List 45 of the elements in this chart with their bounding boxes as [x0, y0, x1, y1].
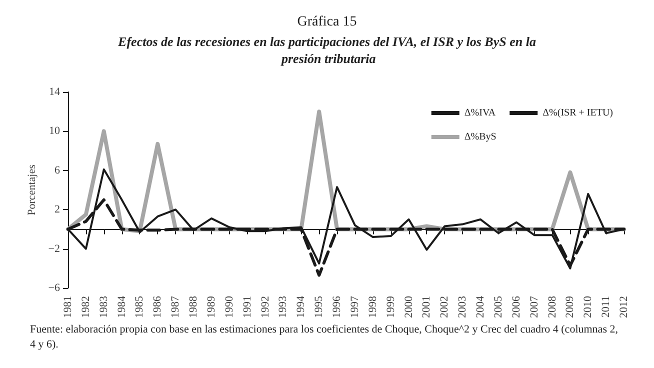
x-tick-label: 1999: [384, 296, 397, 318]
y-tick-label: 2: [54, 204, 60, 216]
x-tick-label: 2010: [582, 296, 594, 318]
x-tick-label: 1984: [116, 296, 128, 318]
x-tick-label: 1982: [80, 296, 92, 318]
chart-title: Gráfica 15: [297, 14, 357, 30]
x-tick-label: 2008: [546, 296, 558, 318]
legend-label: Δ%ByS: [464, 132, 496, 142]
x-tick-label: 1995: [313, 296, 326, 318]
y-tick-label: 6: [54, 164, 60, 176]
x-tick-label: 2005: [492, 296, 504, 318]
x-tick-label: 2001: [420, 296, 433, 318]
y-axis-title: Porcentajes: [26, 164, 38, 216]
x-tick-label: 2011: [600, 296, 612, 318]
x-tick-label: 1998: [366, 296, 379, 318]
legend-label: Δ%(ISR + IETU): [542, 108, 613, 118]
y-tick-label: 14: [49, 86, 60, 98]
x-tick-label: 2000: [402, 296, 415, 318]
x-tick-label: 1990: [223, 296, 236, 318]
x-tick-label: 2012: [618, 296, 630, 318]
x-tick-label: 1985: [134, 296, 146, 318]
x-tick-label: 1981: [62, 296, 74, 318]
x-tick-label: 1992: [259, 296, 272, 318]
x-tick-label: 1993: [277, 296, 290, 318]
y-tick-label: −6: [48, 282, 60, 294]
x-tick-label: 2002: [438, 296, 451, 318]
y-tick-label: 10: [49, 125, 60, 138]
x-tick-label: 2007: [528, 296, 540, 318]
x-tick-label: 1997: [348, 296, 361, 318]
legend-label: Δ%IVA: [464, 108, 496, 118]
x-tick-label: 2003: [456, 296, 469, 318]
y-tick-label: −2: [48, 242, 60, 255]
x-tick-label: 1989: [205, 296, 218, 318]
source-note: Fuente: elaboración propia con base en las estimaciones para los coeficientes de Choque, Choque^2 y Crec del cuadro 4 (columnas 2, 4 y 6).: [30, 324, 621, 350]
x-tick-label: 2009: [564, 296, 576, 318]
chart-subtitle: Efectos de las recesiones en las participaciones del IVA, el ISR y los ByS en la presión tributaria: [117, 34, 536, 66]
x-tick-label: 2004: [474, 296, 487, 318]
x-tick-label: 1983: [98, 296, 110, 318]
x-tick-label: 2006: [510, 296, 522, 318]
x-tick-label: 1996: [331, 296, 344, 318]
x-tick-label: 1986: [152, 296, 164, 318]
x-tick-label: 1994: [295, 296, 308, 318]
x-tick-label: 1988: [188, 296, 200, 318]
x-tick-label: 1987: [170, 296, 182, 318]
x-tick-label: 1991: [241, 296, 254, 318]
